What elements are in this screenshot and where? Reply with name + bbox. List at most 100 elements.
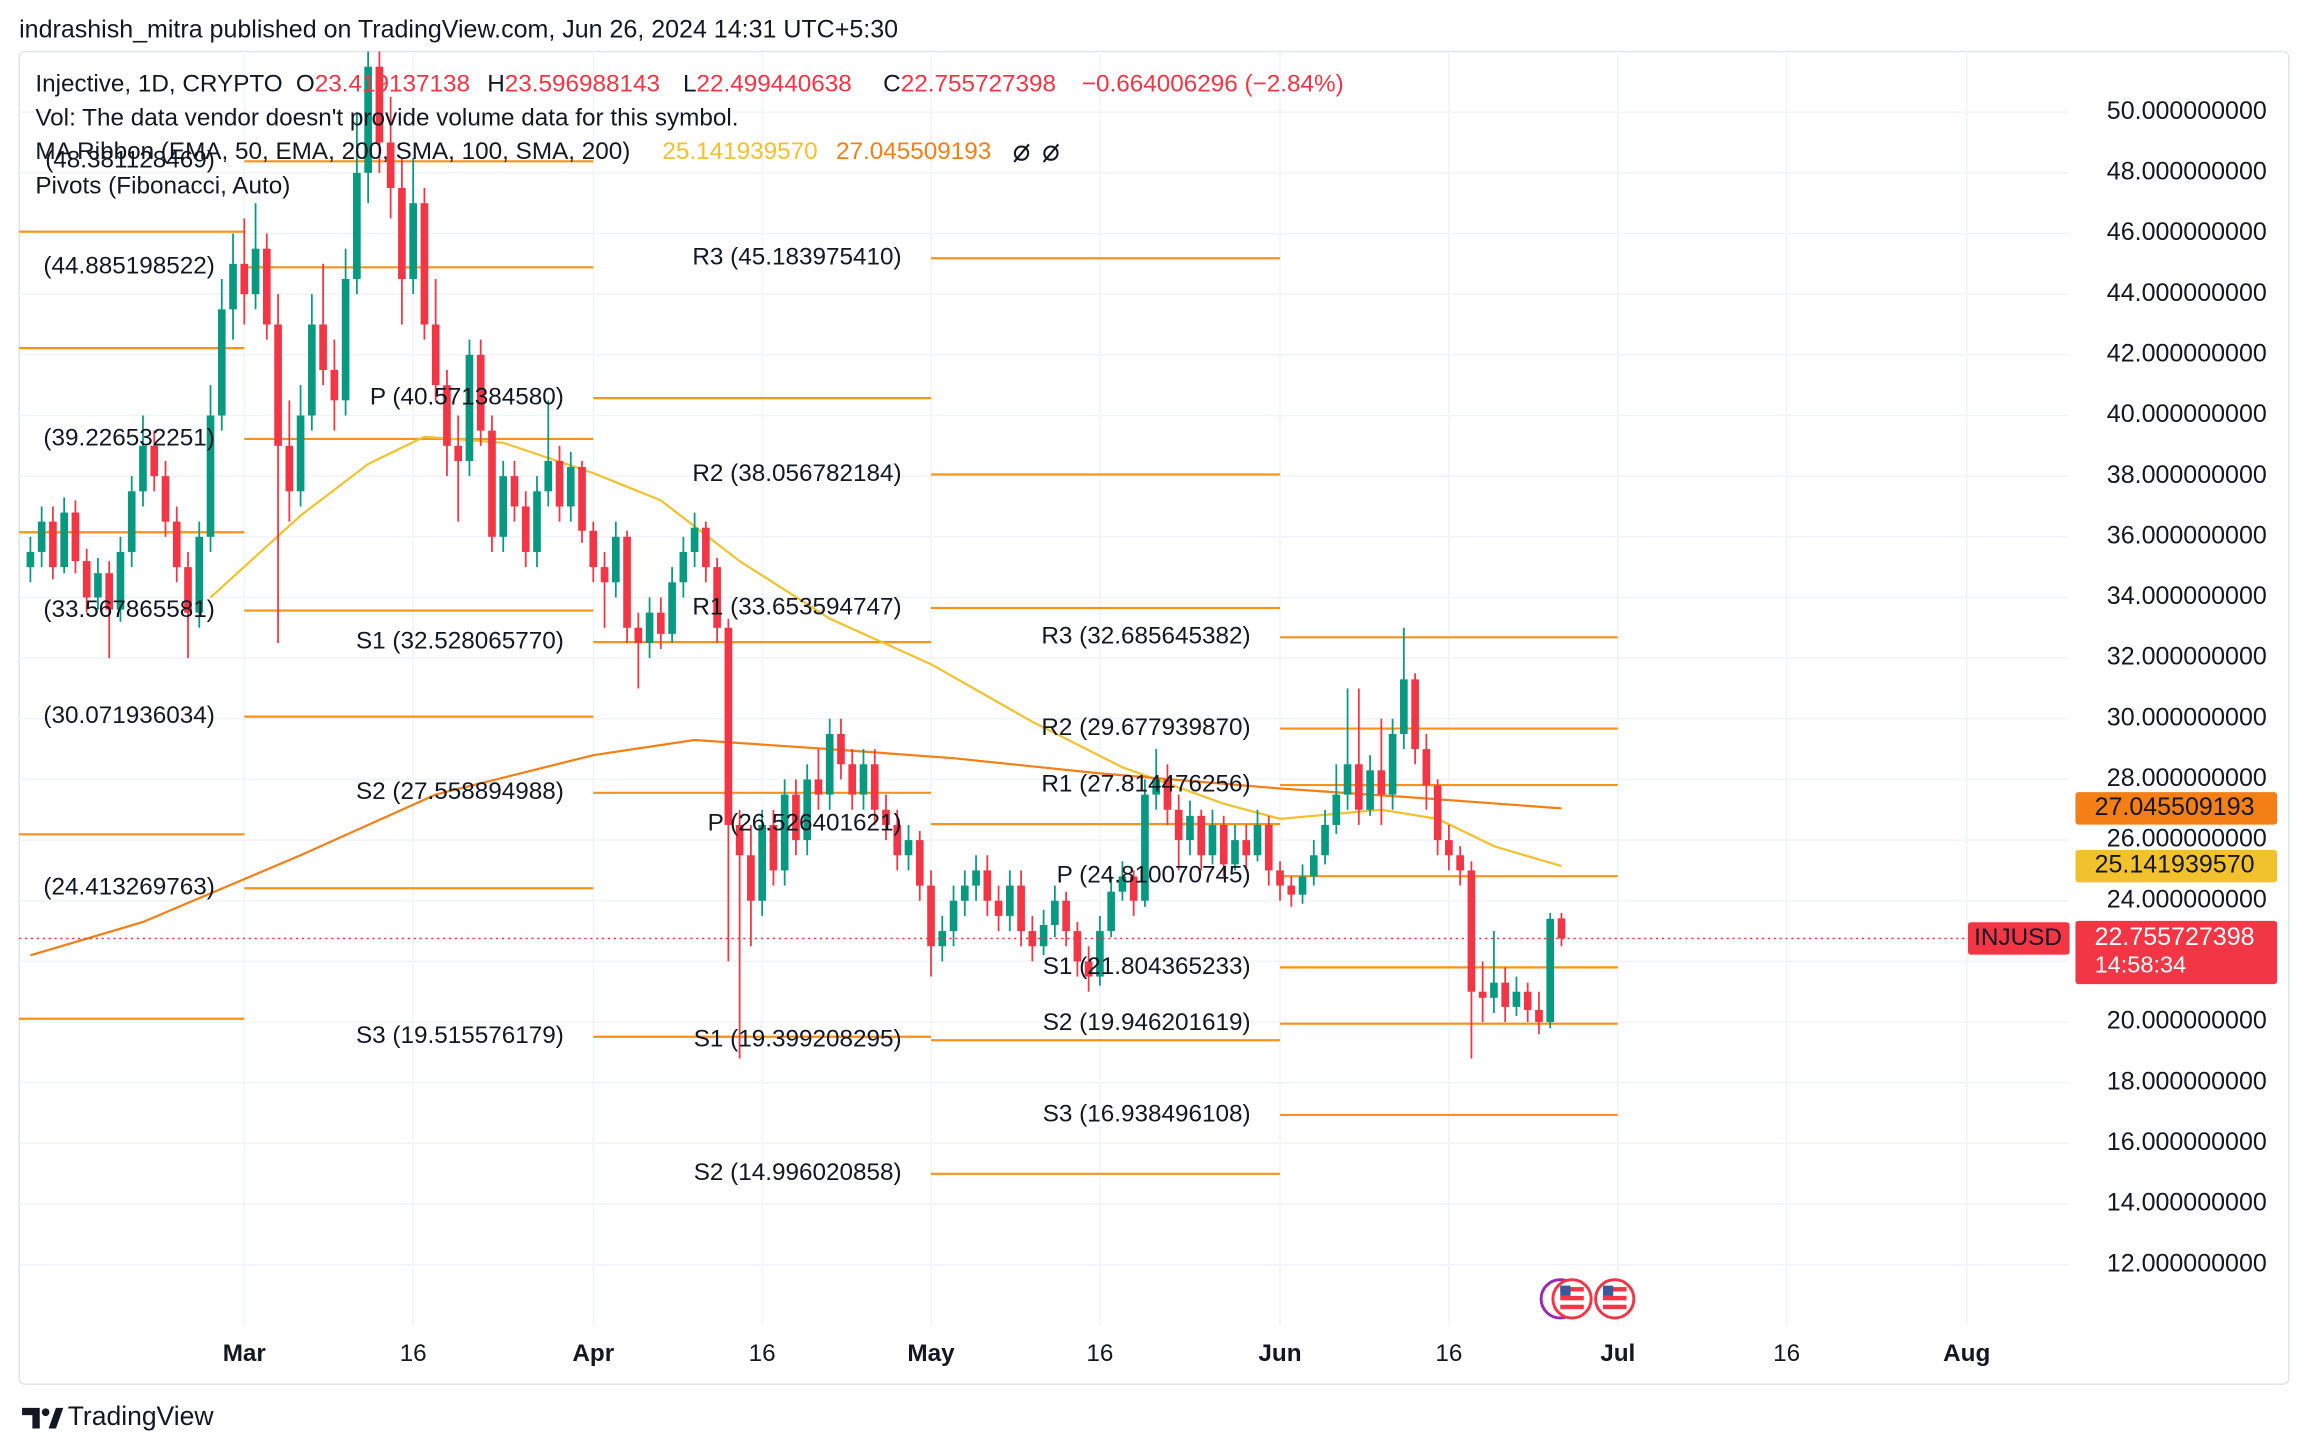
candle-body: [848, 764, 857, 795]
candle-body: [1096, 931, 1104, 977]
symbol-tag: [1967, 922, 2070, 955]
candle-body: [769, 824, 778, 871]
candle-body: [116, 551, 125, 610]
y-tick-label: 24.000000000: [2107, 885, 2267, 913]
candle-body: [1051, 900, 1059, 926]
candle-body: [578, 467, 586, 531]
candle-body: [1523, 991, 1532, 1010]
candle-body: [71, 512, 80, 562]
candle-body: [735, 824, 744, 856]
candle-body: [792, 794, 800, 841]
candle-body: [161, 476, 170, 522]
y-tick-label: 16.000000000: [2107, 1128, 2267, 1156]
candle-body: [1163, 779, 1172, 810]
candle-body: [465, 354, 474, 461]
y-tick-label: 36.000000000: [2107, 521, 2267, 549]
ma-ribbon-line: MA Ribbon (EMA, 50, EMA, 200, SMA, 100, …: [35, 139, 991, 166]
candle-body: [1557, 918, 1566, 939]
pivots-title: Pivots (Fibonacci, Auto): [35, 172, 290, 199]
candle-body: [60, 512, 68, 568]
x-tick-label: 16: [749, 1340, 776, 1367]
pivot-label: (30.071936034): [43, 702, 214, 729]
candle-body: [1129, 876, 1138, 901]
candle-body: [1501, 982, 1510, 1007]
candle-body: [814, 779, 823, 795]
candle-body: [251, 248, 260, 295]
y-tick-label: 18.000000000: [2107, 1067, 2267, 1095]
candle-body: [206, 415, 215, 537]
candle-body: [150, 445, 159, 477]
candle-body: [1174, 809, 1183, 841]
y-tick-label: 32.000000000: [2107, 643, 2267, 671]
candle-body: [724, 627, 733, 825]
y-tick-label: 28.000000000: [2107, 764, 2267, 792]
candle-body: [679, 551, 688, 583]
ma-line: [30, 738, 1562, 957]
candle-body: [1219, 824, 1228, 865]
candle-body: [780, 794, 789, 871]
candle-body: [668, 582, 676, 634]
candle-body: [94, 573, 102, 598]
candle-body: [544, 460, 553, 492]
candle-body: [319, 324, 327, 370]
candle-body: [1332, 794, 1341, 825]
candle-body: [972, 870, 980, 886]
x-tick-label: 16: [1086, 1340, 1113, 1367]
x-tick-label: May: [907, 1340, 955, 1367]
candle-body: [1478, 991, 1487, 998]
candle-body: [927, 885, 935, 947]
y-tick-label: 20.000000000: [2107, 1007, 2267, 1035]
pivot-label: P (40.571384580): [370, 384, 564, 411]
candle-body: [409, 203, 417, 280]
candle-body: [420, 203, 429, 325]
candle-body: [26, 551, 35, 568]
candle-body: [533, 491, 541, 552]
candle-body: [1152, 779, 1161, 795]
pivot-label: (24.413269763): [43, 874, 214, 901]
candle-body: [454, 445, 463, 461]
pivot-label: (39.226532251): [43, 424, 214, 451]
event-flags: [1539, 1278, 1636, 1320]
c-letter: C: [883, 71, 901, 98]
candle-body: [1242, 840, 1251, 856]
pivot-label: (33.567865581): [43, 596, 214, 623]
candle-body: [1343, 764, 1352, 795]
candle-body: [645, 612, 654, 643]
pivot-label: (48.381128469): [45, 147, 215, 174]
candle-body: [1354, 764, 1363, 810]
plot-area: [19, 51, 2069, 1175]
candle-body: [499, 476, 508, 537]
candle-body: [938, 931, 947, 947]
candle-body: [611, 536, 620, 583]
candle-body: [1321, 824, 1329, 856]
candle-body: [713, 567, 721, 628]
candle-body: [296, 415, 305, 492]
candle-body: [1231, 840, 1239, 865]
pivot-label: S2 (19.946201619): [1043, 1009, 1251, 1036]
pivot-label: S1 (32.528065770): [356, 628, 564, 655]
ma-ribbon-title: MA Ribbon (EMA, 50, EMA, 200, SMA, 100, …: [35, 139, 630, 166]
pivot-label: (44.885198522): [43, 253, 214, 280]
candle-body: [443, 385, 451, 446]
y-tick-label: 46.000000000: [2107, 218, 2267, 246]
candle-body: [623, 536, 631, 628]
x-tick-label: Jun: [1258, 1340, 1301, 1367]
pivot-label: S1 (21.804365233): [1043, 953, 1251, 980]
volume-note: Vol: The data vendor doesn't provide vol…: [35, 105, 738, 132]
candle-body: [1197, 815, 1206, 856]
high-value: 23.596988143: [505, 71, 660, 98]
candle-body: [1411, 679, 1419, 750]
candle-body: [386, 142, 395, 189]
candle-body: [1456, 855, 1464, 871]
candle-body: [1141, 794, 1149, 901]
l-letter: L: [683, 71, 697, 98]
x-tick-label: 16: [1435, 1340, 1462, 1367]
candle-body: [375, 66, 384, 143]
pivot-label: S3 (19.515576179): [356, 1022, 564, 1049]
ma-price-tag: [2075, 849, 2278, 883]
candle-body: [1073, 931, 1082, 962]
y-tick-label: 44.000000000: [2107, 279, 2267, 307]
candle-body: [1445, 840, 1453, 856]
y-tick-label: 42.000000000: [2107, 339, 2267, 367]
candle-body: [330, 369, 339, 401]
